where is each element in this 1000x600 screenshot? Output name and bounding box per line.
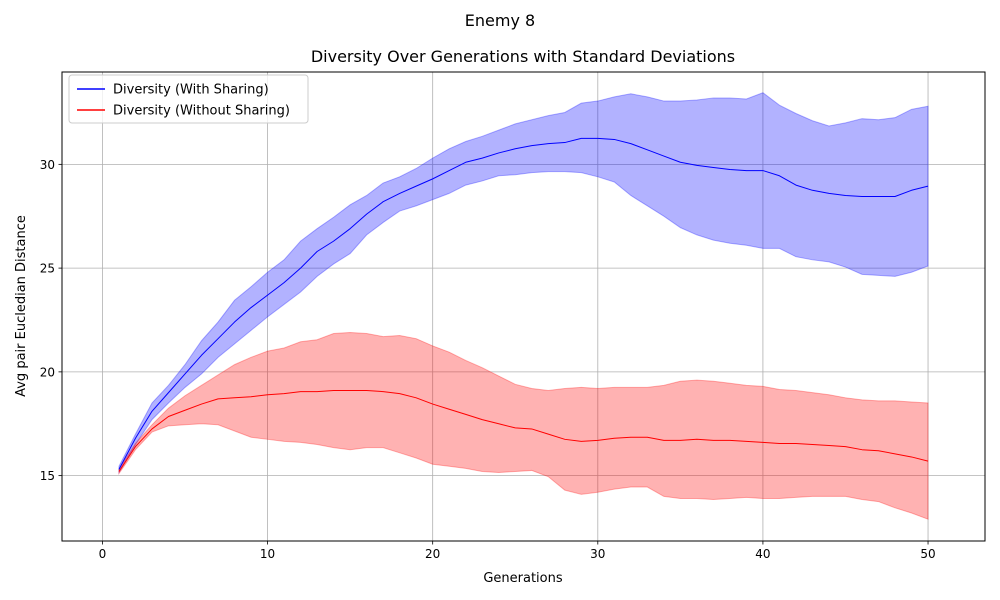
plot-area: 0 10 20 30 40 50 15 20 25 30 (40, 71, 986, 561)
chart-title: Diversity Over Generations with Standard… (311, 47, 735, 66)
legend-label-without-sharing: Diversity (Without Sharing) (113, 104, 290, 119)
legend-label-with-sharing: Diversity (With Sharing) (113, 83, 269, 98)
std-band-1 (118, 331, 929, 520)
y-tick-label: 15 (40, 469, 55, 483)
y-tick-label: 20 (40, 365, 55, 379)
series-line-0 (118, 137, 929, 470)
x-ticks: 0 10 20 30 40 50 (99, 541, 936, 561)
x-tick-label: 50 (920, 547, 935, 561)
y-axis-label: Avg pair Eucledian Distance (14, 215, 29, 397)
x-tick-label: 30 (590, 547, 605, 561)
y-tick-label: 25 (40, 262, 55, 276)
legend: Diversity (With Sharing) Diversity (With… (68, 74, 309, 124)
x-tick-label: 20 (425, 547, 440, 561)
axes-frame (61, 71, 986, 542)
std-band-0 (118, 92, 929, 475)
y-tick-label: 30 (40, 158, 55, 172)
x-tick-label: 0 (99, 547, 107, 561)
legend-box (68, 74, 309, 124)
x-tick-label: 10 (260, 547, 275, 561)
figure-suptitle: Enemy 8 (465, 11, 535, 30)
x-axis-label: Generations (483, 571, 563, 586)
series-lines (118, 137, 929, 472)
series-line-1 (118, 390, 929, 472)
x-tick-label: 40 (755, 547, 770, 561)
grid (62, 72, 985, 541)
y-ticks: 15 20 25 30 (40, 158, 62, 483)
std-bands (118, 92, 929, 520)
